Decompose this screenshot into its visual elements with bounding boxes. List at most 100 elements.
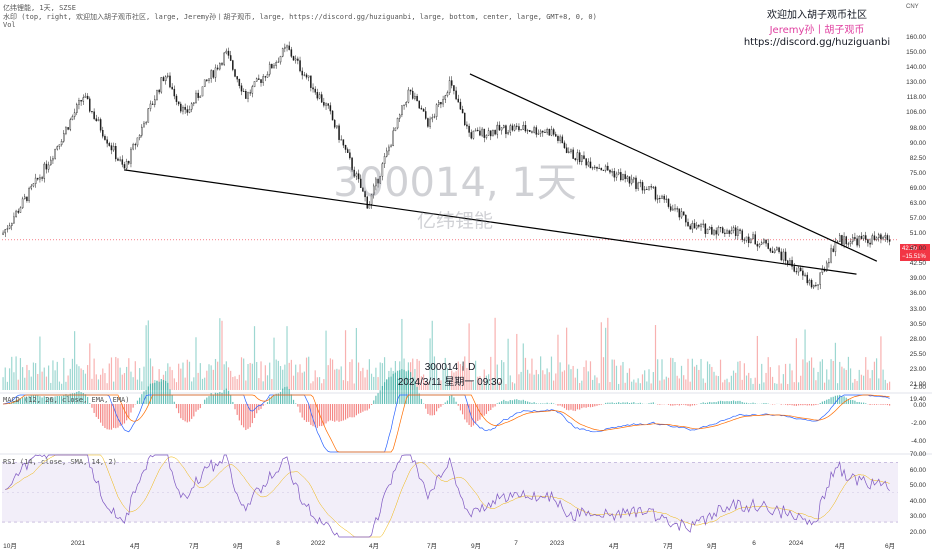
rsi-tick-label: 30.00 [909,513,926,520]
macd-histogram-bar [540,403,542,404]
candle [390,145,392,148]
macd-histogram-bar [667,404,670,405]
macd-histogram-bar [865,403,867,404]
volume-bar [585,360,587,390]
macd-histogram-bar [204,399,206,404]
macd-histogram-bar [271,396,273,404]
macd-histogram-bar [78,391,80,404]
candle [838,235,841,243]
volume-bar [440,380,442,390]
candle [184,107,186,110]
macd-histogram-bar [650,402,652,404]
time-tick-label: 4月 [834,543,846,550]
macd-histogram-bar [266,402,269,404]
volume-bar [336,368,338,390]
volume-bar [435,368,438,390]
candle [698,224,700,227]
candle [424,111,427,119]
volume-bar [39,336,41,390]
candle [843,236,845,245]
candle [344,145,347,150]
candle [773,249,776,253]
candle [132,144,134,150]
macd-histogram-bar [570,404,572,410]
macd-histogram-bar [208,396,210,404]
candle [535,127,538,135]
macd-histogram-bar [342,404,344,421]
macd-histogram-bar [93,404,95,413]
candle [199,95,202,98]
volume-bar [613,359,615,390]
candle [99,119,102,131]
candle [860,236,863,239]
macd-histogram-bar [327,404,329,422]
volume-bar [719,359,722,390]
candle [277,61,280,63]
candle [323,102,325,106]
candle [513,125,516,131]
macd-tick-label: 2.00 [913,384,926,391]
candle [574,158,577,161]
price-tick-label: 36.00 [909,290,926,298]
volume-bar [618,383,620,390]
volume-bar [750,378,752,390]
volume-bar [542,370,544,390]
candle [286,45,288,48]
volume-bar [210,365,212,390]
candle [147,108,150,123]
time-tick-label: 2021 [70,540,86,547]
macd-tick-label: 0.00 [913,402,926,409]
macd-histogram-bar [678,404,680,406]
macd-histogram-bar [527,401,529,404]
candle [847,243,850,245]
volume-bar [195,337,197,390]
macd-histogram-bar [336,404,338,421]
volume-bar [819,361,821,390]
macd-histogram-bar [841,396,843,404]
macd-histogram-bar [481,404,483,417]
macd-histogram-bar [431,404,433,416]
candle [2,232,4,235]
candle [346,149,349,153]
volume-bar [782,374,784,390]
candle [594,166,596,168]
volume-bar [474,360,477,390]
macd-label: MACD (12, 26, close, EMA, EMA) [3,396,130,404]
macd-histogram-bar [152,383,154,404]
candle [156,89,158,100]
macd-histogram-bar [381,385,383,404]
volume-bar [661,359,663,390]
macd-histogram-bar [217,392,219,404]
macd-histogram-bar [113,404,115,428]
candle [357,173,360,180]
macd-histogram-bar [706,402,709,404]
volume-bar [13,372,15,390]
candle [542,130,544,133]
candle [622,174,624,181]
candle [583,155,585,159]
macd-histogram-bar [550,402,553,404]
volume-bar [791,370,793,390]
macd-histogram-bar [745,402,748,404]
last-price-change: −15.51% [902,254,926,260]
price-tick-label: 23.00 [909,365,926,373]
candle [240,85,243,92]
volume-bar [804,329,806,390]
candle [817,284,819,286]
candle [281,48,284,57]
time-tick-label: 4月 [368,543,380,550]
macd-histogram-bar [464,404,466,420]
volume-bar [227,367,230,390]
candle [427,118,429,127]
volume-bar [765,372,767,390]
volume-bar [236,379,238,390]
volume-bar [173,378,175,390]
price-tick-label: 25.50 [909,350,926,358]
volume-bar [520,371,522,390]
macd-histogram-bar [702,402,704,404]
candle [398,114,401,119]
macd-histogram-bar [160,379,162,404]
candle [570,149,572,153]
volume-bar [362,367,364,390]
